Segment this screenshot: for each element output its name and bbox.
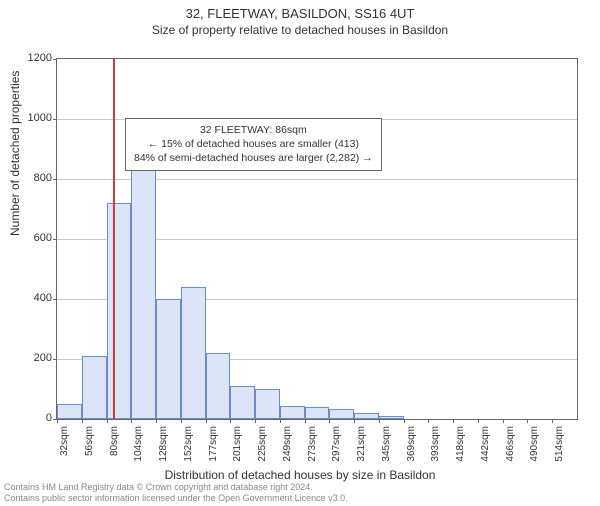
x-tick-label: 249sqm: [282, 426, 293, 462]
x-tick-mark: [478, 419, 479, 423]
x-tick-label: 418sqm: [455, 426, 466, 462]
x-tick-mark: [206, 419, 207, 423]
x-tick-mark: [354, 419, 355, 423]
y-tick-mark: [53, 239, 57, 240]
x-tick-label: 393sqm: [430, 426, 441, 462]
x-tick-mark: [82, 419, 83, 423]
info-line-2: ← 15% of detached houses are smaller (41…: [134, 137, 373, 151]
x-tick-label: 273sqm: [307, 426, 318, 462]
page-title: 32, FLEETWAY, BASILDON, SS16 4UT: [0, 6, 600, 21]
x-tick-mark: [131, 419, 132, 423]
x-axis-label: Distribution of detached houses by size …: [0, 468, 600, 482]
info-line-1: 32 FLEETWAY: 86sqm: [134, 123, 373, 137]
x-tick-label: 442sqm: [480, 426, 491, 462]
x-tick-label: 369sqm: [406, 426, 417, 462]
y-tick-label: 1200: [12, 52, 52, 64]
y-tick-mark: [53, 179, 57, 180]
x-tick-label: 514sqm: [554, 426, 565, 462]
x-tick-label: 32sqm: [59, 426, 70, 456]
x-tick-label: 490sqm: [529, 426, 540, 462]
y-axis-label: Number of detached properties: [8, 71, 22, 236]
x-tick-label: 56sqm: [84, 426, 95, 456]
y-tick-mark: [53, 59, 57, 60]
x-tick-mark: [527, 419, 528, 423]
histogram-bar: [379, 416, 404, 419]
histogram-bar: [305, 407, 330, 419]
histogram-bar: [82, 356, 107, 419]
x-tick-mark: [453, 419, 454, 423]
x-tick-mark: [428, 419, 429, 423]
x-tick-mark: [379, 419, 380, 423]
x-tick-mark: [230, 419, 231, 423]
footer-attribution: Contains HM Land Registry data © Crown c…: [4, 482, 348, 504]
x-tick-label: 321sqm: [356, 426, 367, 462]
y-tick-mark: [53, 359, 57, 360]
histogram-bar: [230, 386, 255, 419]
x-tick-label: 128sqm: [158, 426, 169, 462]
x-tick-label: 80sqm: [109, 426, 120, 456]
y-tick-label: 200: [12, 352, 52, 364]
y-tick-label: 800: [12, 172, 52, 184]
y-tick-label: 400: [12, 292, 52, 304]
footer-line-1: Contains HM Land Registry data © Crown c…: [4, 482, 348, 493]
x-tick-mark: [107, 419, 108, 423]
x-tick-mark: [156, 419, 157, 423]
x-tick-label: 152sqm: [183, 426, 194, 462]
histogram-bar: [354, 413, 379, 419]
x-tick-mark: [57, 419, 58, 423]
chart-plot-area: 32 FLEETWAY: 86sqm ← 15% of detached hou…: [56, 58, 578, 420]
x-tick-label: 345sqm: [381, 426, 392, 462]
histogram-bar: [206, 353, 231, 419]
histogram-bar: [255, 389, 280, 419]
x-tick-label: 177sqm: [208, 426, 219, 462]
x-tick-label: 297sqm: [331, 426, 342, 462]
x-tick-mark: [552, 419, 553, 423]
histogram-bar: [329, 409, 354, 420]
y-tick-label: 600: [12, 232, 52, 244]
property-marker-line: [113, 59, 115, 419]
histogram-bar: [107, 203, 132, 419]
x-tick-label: 201sqm: [232, 426, 243, 462]
x-tick-mark: [503, 419, 504, 423]
y-tick-label: 1000: [12, 112, 52, 124]
x-tick-mark: [404, 419, 405, 423]
x-tick-label: 104sqm: [133, 426, 144, 462]
x-tick-mark: [181, 419, 182, 423]
x-tick-mark: [305, 419, 306, 423]
x-tick-mark: [329, 419, 330, 423]
x-tick-mark: [280, 419, 281, 423]
x-tick-label: 466sqm: [505, 426, 516, 462]
x-tick-label: 225sqm: [257, 426, 268, 462]
y-tick-mark: [53, 299, 57, 300]
chart-subtitle: Size of property relative to detached ho…: [0, 23, 600, 37]
info-line-3: 84% of semi-detached houses are larger (…: [134, 151, 373, 165]
footer-line-2: Contains public sector information licen…: [4, 493, 348, 504]
histogram-bar: [57, 404, 82, 419]
info-box: 32 FLEETWAY: 86sqm ← 15% of detached hou…: [125, 118, 382, 171]
y-tick-label: 0: [12, 412, 52, 424]
histogram-bar: [156, 299, 181, 419]
y-tick-mark: [53, 119, 57, 120]
x-tick-mark: [255, 419, 256, 423]
histogram-bar: [131, 155, 156, 419]
histogram-bar: [181, 287, 206, 419]
histogram-bar: [280, 406, 305, 420]
